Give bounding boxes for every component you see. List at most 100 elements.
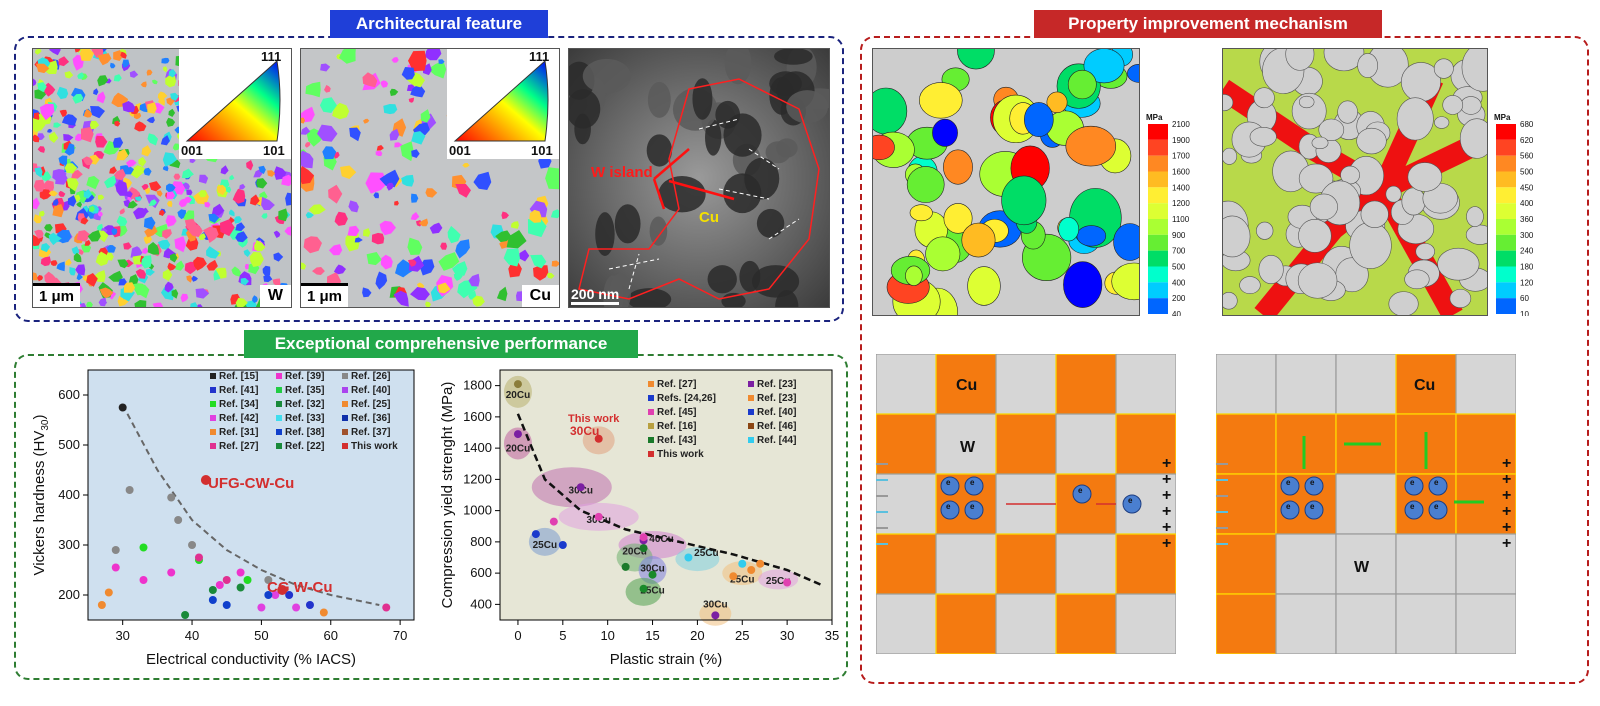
- grain: [152, 302, 164, 307]
- plus-sign: +: [1162, 471, 1171, 488]
- grain: [362, 72, 378, 88]
- performance-banner: Exceptional comprehensive performance: [244, 330, 638, 358]
- grain: [37, 82, 47, 93]
- grain: [76, 230, 91, 242]
- grain: [371, 232, 385, 245]
- electron: [1122, 494, 1142, 514]
- grain: [69, 267, 76, 276]
- grain: [168, 108, 176, 117]
- legend-marker: [748, 423, 754, 429]
- grain: [183, 210, 195, 222]
- grain: [354, 237, 363, 243]
- grain: [261, 213, 268, 219]
- grain: [363, 228, 371, 237]
- grain: [134, 121, 147, 132]
- w-grain: [1258, 254, 1284, 285]
- grain: [56, 86, 69, 100]
- legend-marker: [648, 423, 654, 429]
- cu-cell: [1275, 413, 1337, 475]
- grain: [191, 275, 198, 282]
- grain: [113, 137, 124, 148]
- data-point: [711, 611, 720, 620]
- data-point: [181, 611, 190, 619]
- grain: [39, 189, 52, 200]
- grain: [546, 272, 555, 279]
- grain: [147, 102, 157, 114]
- colorbar-tick: 500: [1520, 168, 1534, 177]
- region-label: 25Cu: [730, 575, 754, 586]
- w-cell-label: W: [1354, 559, 1370, 576]
- data-point: [104, 588, 113, 597]
- legend-marker: [210, 387, 216, 393]
- grain: [167, 262, 177, 271]
- grain: [135, 196, 142, 202]
- w-grain: [1459, 118, 1487, 159]
- grain: [122, 59, 130, 68]
- grain: [64, 71, 74, 79]
- plus-sign: +: [1162, 535, 1171, 552]
- grain: [166, 97, 175, 106]
- colorbar-tick: 60: [1520, 294, 1529, 303]
- grain: [123, 242, 132, 250]
- grain: [411, 131, 426, 145]
- legend-marker: [748, 409, 754, 415]
- w-particle-stress: [1111, 262, 1139, 301]
- region-label: 25Cu: [766, 576, 790, 587]
- w-cell-label: W: [960, 439, 976, 456]
- w-cell: [1275, 533, 1337, 595]
- w-cell: [1335, 473, 1397, 535]
- w-grain: [1239, 276, 1261, 295]
- grain: [301, 117, 306, 124]
- electron-label: e: [1286, 502, 1291, 511]
- legend-entry: Ref. [36]: [351, 413, 390, 424]
- legend-marker: [342, 443, 348, 449]
- grain: [83, 189, 93, 199]
- y-axis-label: Vickers hardness (HV30): [31, 415, 51, 576]
- tem-micrograph: [569, 49, 829, 307]
- tem-cu-label: Cu: [699, 209, 719, 226]
- grain: [301, 150, 314, 169]
- legend-marker: [648, 451, 654, 457]
- legend-marker: [748, 437, 754, 443]
- colorbar-tick: 1100: [1172, 215, 1190, 224]
- colorbar-swatch: [1148, 139, 1168, 156]
- legend-marker: [648, 409, 654, 415]
- grain: [189, 158, 196, 164]
- grain: [158, 239, 171, 250]
- grain: [96, 91, 106, 104]
- grain: [143, 167, 152, 176]
- grain: [131, 283, 148, 296]
- grain: [312, 267, 325, 275]
- grain: [453, 273, 463, 281]
- colorbar-swatch: [1496, 250, 1516, 267]
- data-region: [675, 547, 720, 572]
- legend-marker: [648, 395, 654, 401]
- data-point: [118, 403, 127, 412]
- colorbar-swatch: [1148, 298, 1168, 314]
- grain: [77, 249, 84, 255]
- grain: [196, 304, 203, 307]
- legend-marker: [748, 381, 754, 387]
- grain: [90, 106, 105, 119]
- ipf-101-label: 101: [263, 143, 285, 158]
- grain: [167, 200, 173, 207]
- grain: [418, 218, 429, 227]
- legend-entry: Ref. [32]: [285, 399, 324, 410]
- grain: [95, 251, 109, 266]
- grain: [165, 215, 177, 227]
- grain: [111, 228, 118, 236]
- grain: [278, 208, 288, 222]
- grain: [389, 88, 399, 96]
- grain: [76, 201, 82, 208]
- colorbar-swatch: [1496, 282, 1516, 299]
- grain: [33, 234, 41, 247]
- ebsd-cu-map: 111 001 101 1 μm Cu: [300, 48, 560, 308]
- ipf-111-label-cu: 111: [529, 49, 549, 64]
- colorbar-swatch: [1148, 155, 1168, 172]
- colorbar-tick: 1200: [1172, 199, 1190, 208]
- cu-cell: [1455, 413, 1517, 475]
- cu-cell: [1455, 473, 1517, 535]
- w-grain: [1360, 200, 1389, 228]
- data-point: [382, 603, 391, 612]
- grain: [174, 236, 187, 253]
